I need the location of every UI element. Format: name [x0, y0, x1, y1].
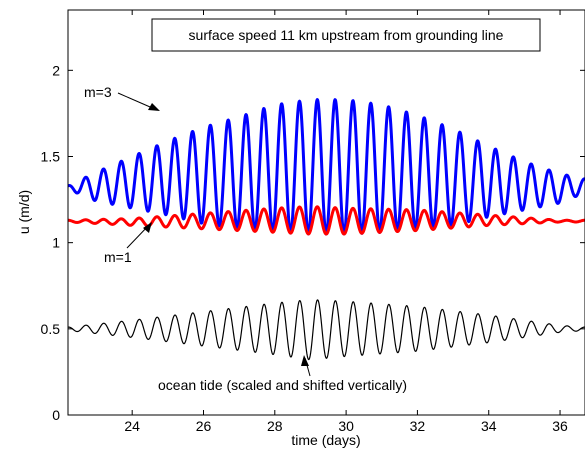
x-tick-label-24: 24: [124, 418, 140, 434]
x-tick-label-28: 28: [267, 418, 283, 434]
y-tick-label-0: 0: [52, 407, 60, 423]
annotation-m3: m=3: [84, 84, 160, 111]
title-box: surface speed 11 km upstream from ground…: [151, 18, 541, 52]
annotation-m1: m=1: [104, 222, 152, 265]
x-tick-label-36: 36: [552, 418, 568, 434]
annotation-m3-label: m=3: [84, 84, 112, 100]
x-tick-label-26: 26: [196, 418, 212, 434]
annotation-m1-arrowhead: [143, 222, 152, 233]
x-axis-label: time (days): [291, 432, 360, 448]
series-layer: [66, 98, 585, 361]
x-tick-label-30: 30: [338, 418, 354, 434]
annotation-m1-label: m=1: [104, 249, 132, 265]
annotation-ocean-tide: ocean tide (scaled and shifted verticall…: [158, 355, 407, 393]
annotation-m3-arrowhead: [148, 103, 160, 111]
y-tick-label-2: 1: [52, 235, 60, 251]
y-tick-label-1: 0.5: [41, 321, 61, 337]
title-box-frame: [151, 18, 541, 52]
x-tick-label-32: 32: [410, 418, 426, 434]
series-line-1: [66, 205, 585, 236]
annotation-ocean-tide-arrowhead: [301, 355, 309, 366]
y-axis-label: u (m/d): [16, 190, 32, 234]
plot-frame: [67, 9, 585, 416]
x-tick-label-34: 34: [481, 418, 497, 434]
y-tick-label-4: 2: [52, 62, 60, 78]
series-line-2: [67, 299, 585, 361]
ticks-layer: 24 26 28 30 32 34 36 0 0.5 1 1.5 2: [41, 10, 585, 434]
chart-title: surface speed 11 km upstream from ground…: [189, 27, 504, 43]
y-tick-label-3: 1.5: [41, 148, 61, 164]
annotation-ocean-tide-label: ocean tide (scaled and shifted verticall…: [158, 377, 407, 393]
